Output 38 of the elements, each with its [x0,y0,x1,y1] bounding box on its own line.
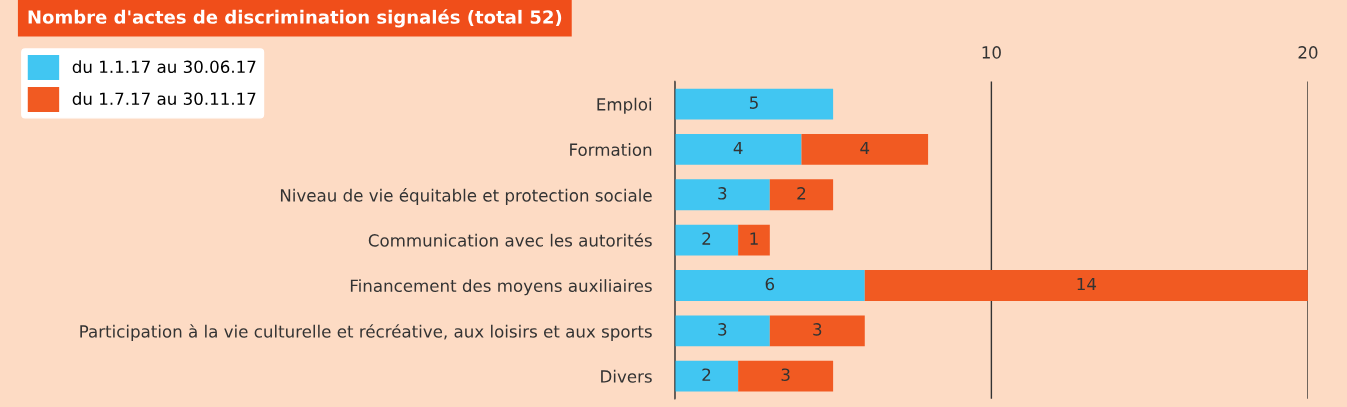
y-tick-label: Niveau de vie équitable et protection sociale [280,188,652,205]
y-tick-label: Formation [570,143,652,156]
y-tick-label: Participation à la vie culturelle et récréative, aux loisirs et aux sports [80,324,652,341]
y-tick-label: Communication avec les autorités [368,233,652,247]
x-tick-label: 20 [1298,46,1318,59]
data-label: 2 [702,368,711,381]
bar [674,315,770,347]
legend-label: du 1.1.17 au 30.06.17 [72,60,256,74]
bar [674,360,739,392]
data-label: 3 [781,368,790,382]
data-label: 3 [813,323,822,336]
data-label: 2 [797,187,806,200]
bar [738,360,834,392]
bar [738,224,770,256]
y-tick-label: Divers [601,369,652,383]
data-label: 1 [750,232,758,245]
data-label: 3 [718,323,727,336]
y-tick-label: Financement des moyens auxiliaires [350,279,652,296]
bar [769,315,865,347]
data-label: 4 [860,141,870,155]
data-label: 6 [765,277,775,291]
x-tick-label: 10 [982,46,1001,59]
legend-label: du 1.7.17 au 30.11.17 [72,92,256,106]
bar [801,134,929,165]
data-label: 4 [733,141,743,155]
bar [674,88,834,120]
bar [674,270,865,301]
bar [769,179,834,211]
data-label: 3 [718,187,727,200]
data-label: 14 [1077,277,1097,291]
bar [864,270,1308,301]
y-tick-label: Emploi [597,97,652,114]
data-label: 5 [749,96,758,109]
text: Nombre d'actes de discrimination signalés (total 52) [28,9,562,28]
bar [674,179,770,211]
bar [674,224,739,256]
bar [674,134,802,165]
data-label: 2 [702,232,711,245]
